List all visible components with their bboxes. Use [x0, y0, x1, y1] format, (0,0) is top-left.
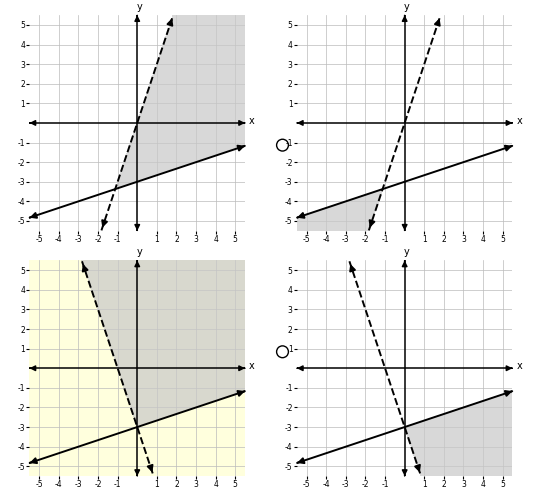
- Text: x: x: [516, 116, 522, 126]
- Text: x: x: [249, 116, 255, 126]
- Text: x: x: [249, 361, 255, 371]
- Text: y: y: [136, 2, 142, 12]
- Text: y: y: [404, 247, 410, 257]
- Text: x: x: [516, 361, 522, 371]
- Text: y: y: [404, 2, 410, 12]
- Text: y: y: [136, 247, 142, 257]
